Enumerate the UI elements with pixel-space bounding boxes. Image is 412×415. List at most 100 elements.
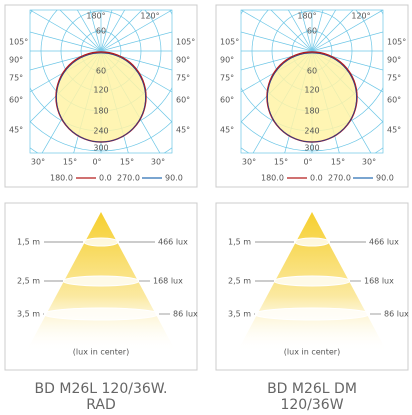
ring-label: 180 — [304, 107, 319, 116]
lux-label: 466 lux — [369, 238, 399, 247]
angle-label: 90° — [387, 56, 401, 65]
legend-label: 0.0 — [99, 174, 112, 183]
note: (lux in center) — [73, 348, 129, 357]
grid-ray — [30, 50, 102, 71]
grid-ray — [30, 31, 102, 52]
grid-ray — [100, 50, 172, 71]
legend-label: 180.0 — [261, 174, 284, 183]
level-ellipse — [42, 307, 160, 321]
level-ellipse — [273, 275, 351, 287]
angle-label: 75° — [220, 74, 234, 83]
ring-label: 60 — [307, 27, 317, 36]
grid-ray — [30, 10, 102, 52]
polar-frame — [29, 9, 173, 154]
angle-label: 45° — [220, 126, 234, 135]
distance-label: 2,5 m — [17, 277, 40, 286]
grid-ray — [100, 10, 143, 52]
level-ellipse — [62, 275, 140, 287]
angle-label: 90° — [220, 56, 234, 65]
ring-label: 240 — [93, 127, 108, 136]
ring-label: 180 — [93, 107, 108, 116]
ring-label: 120 — [93, 86, 108, 95]
grid-ray — [287, 10, 313, 52]
level-ellipse — [253, 307, 371, 321]
distribution-2 — [267, 52, 357, 143]
grid-ray — [241, 31, 313, 52]
caption: RAD — [86, 397, 116, 413]
distance-label: 1,5 m — [228, 238, 251, 247]
distribution-2 — [56, 52, 146, 143]
distance-label: 3,5 m — [17, 310, 40, 319]
lux-label: 466 lux — [158, 238, 188, 247]
grid-ray — [270, 10, 313, 52]
angle-label: 120° — [140, 12, 159, 21]
angle-label: 180° — [297, 12, 316, 21]
angle-label: 15° — [274, 158, 288, 167]
grid-ray — [100, 10, 113, 52]
lux-label: 86 lux — [173, 310, 198, 319]
level-ellipse — [83, 237, 119, 247]
angle-label: 105° — [220, 38, 239, 47]
angle-label: 105° — [9, 38, 28, 47]
angle-label: 90° — [9, 56, 23, 65]
grid-ray — [76, 10, 102, 52]
legend-label: 0.0 — [310, 174, 323, 183]
product-panel: 180° 120° 105° 105° 90° 90° 75° 75° 60° 60° 45° 45°… — [4, 4, 198, 413]
angle-label: 45° — [387, 126, 401, 135]
caption: 120/36W — [280, 397, 343, 413]
legend-label: 90.0 — [165, 174, 183, 183]
grid-ray — [241, 50, 313, 71]
ring-label: 60 — [96, 27, 106, 36]
grid-ray — [59, 10, 102, 52]
legend-label: 270.0 — [117, 174, 140, 183]
grid-ray — [100, 31, 172, 52]
angle-label: 75° — [176, 74, 190, 83]
polar-grid — [30, 10, 172, 153]
distance-label: 2,5 m — [228, 277, 251, 286]
grid-ray — [89, 10, 102, 52]
angle-label: 15° — [120, 158, 134, 167]
ring-label: 300 — [304, 144, 319, 153]
angle-label: 45° — [9, 126, 23, 135]
level-ellipse — [294, 237, 330, 247]
angle-label: 30° — [242, 158, 256, 167]
grid-ray — [311, 50, 383, 71]
grid-ray — [100, 10, 126, 52]
grid-ray — [100, 10, 172, 52]
legend-label: 270.0 — [328, 174, 351, 183]
angle-label: 90° — [176, 56, 190, 65]
polar-grid — [241, 10, 383, 153]
ring-label: 120 — [304, 86, 319, 95]
angle-label: 15° — [63, 158, 77, 167]
grid-ray — [300, 10, 313, 52]
angle-label: 0° — [303, 158, 312, 167]
angle-label: 45° — [176, 126, 190, 135]
ring-label: 300 — [93, 144, 108, 153]
grid-ray — [311, 10, 337, 52]
angle-label: 15° — [331, 158, 345, 167]
grid-ray — [311, 10, 354, 52]
angle-label: 30° — [362, 158, 376, 167]
ring-label: 60 — [96, 67, 106, 76]
angle-label: 60° — [387, 96, 401, 105]
caption: BD M26L DM — [267, 381, 357, 397]
distance-label: 1,5 m — [17, 238, 40, 247]
product-panel: 180° 120° 105° 105° 90° 90° 75° 75° 60° 60° 45° 45°… — [215, 4, 409, 413]
lux-label: 168 lux — [364, 277, 394, 286]
grid-ray — [311, 31, 383, 52]
angle-label: 30° — [31, 158, 45, 167]
caption: BD M26L 120/36W. — [35, 381, 168, 397]
angle-label: 75° — [9, 74, 23, 83]
lux-label: 86 lux — [384, 310, 409, 319]
grid-ray — [311, 10, 383, 52]
angle-label: 75° — [387, 74, 401, 83]
angle-label: 105° — [176, 38, 195, 47]
grid-ray — [241, 10, 313, 52]
grid-ray — [311, 10, 324, 52]
angle-label: 30° — [151, 158, 165, 167]
angle-label: 105° — [387, 38, 406, 47]
lux-label: 168 lux — [153, 277, 183, 286]
polar-frame — [240, 9, 384, 154]
